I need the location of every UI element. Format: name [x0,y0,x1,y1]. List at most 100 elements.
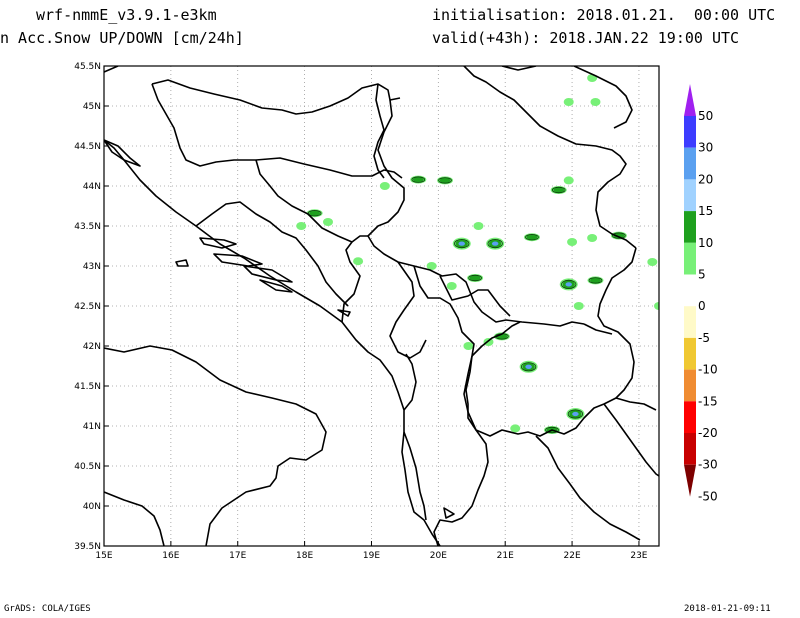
snow-contour [510,424,521,433]
snow-contour-line [612,232,626,239]
snow-patch [610,231,627,240]
snow-contour [446,282,457,290]
serbia-border [367,99,585,327]
italy-coastline [104,345,327,546]
lat-tick-label: 42N [83,342,101,352]
snow-patch [353,257,364,266]
grads-credit: GrADS: COLA/IGES [4,604,91,614]
snow-patch [296,222,307,230]
snow-patch [550,186,567,194]
snow-patch [523,233,540,242]
snow-contour [647,258,658,266]
lat-tick-label: 43N [83,262,101,272]
snow-patch [486,237,505,250]
snow-contour-line [567,409,584,419]
corfu [443,507,455,519]
albania-inner [403,353,427,521]
snow-patch [323,218,334,226]
colorbar-label: 20 [698,172,713,186]
colorbar-label: 10 [698,236,713,250]
colorbar-bottom-arrow [684,464,696,497]
danube-border [501,66,633,129]
lon-tick-label: 18E [296,551,313,561]
lon-tick-label: 19E [363,551,380,561]
snow-contour [458,241,465,246]
island [213,253,263,267]
snow-contour [473,222,484,230]
snow-patch [519,360,538,373]
snow-patch [567,238,578,246]
snow-contour-line [307,209,322,217]
lon-tick-label: 16E [162,551,179,561]
drina-border [373,83,385,179]
map-gridlines [104,66,659,546]
colorbar-swatch [684,242,696,275]
snow-contour-line [551,186,566,194]
snow-contour [469,275,481,281]
lat-tick-label: 39.5N [74,542,101,552]
snow-contour [563,98,574,106]
snow-contour [525,364,532,369]
snow-patch [587,234,598,242]
snow-patch [654,302,659,310]
albania-east-border [433,355,489,546]
colorbar-label: -50 [698,489,718,503]
snow-contour [463,342,474,350]
snow-patch [426,262,437,270]
island [104,139,141,167]
colorbar-label: 5 [698,268,706,282]
croatia-border [151,83,403,179]
bosnia-border [255,159,353,243]
colorbar-label: 0 [698,299,706,313]
kosovo-border [389,261,427,359]
colorbar-swatch [684,306,696,338]
snow-contour [613,232,625,239]
island [199,237,237,249]
colorbar-label: -5 [698,331,710,345]
colorbar-swatch [684,147,696,180]
render-timestamp: 2018-01-21-09:11 [684,604,771,614]
snow-contour [553,187,565,193]
snow-patch [559,278,578,291]
snow-contour [309,210,321,216]
snow-patch [379,182,390,190]
snow-patch [590,98,601,106]
colorbar-label: 50 [698,109,713,123]
colorbar-swatch [684,401,696,433]
snow-patch [473,222,484,230]
italy-heel [104,491,165,546]
snow-contour-line [411,176,426,183]
snow-contour [379,182,390,190]
snow-patch [452,237,471,250]
bulgaria-east [615,397,657,411]
snow-patch [483,338,494,346]
colorbar-label: 15 [698,204,713,218]
lon-tick-label: 22E [564,551,581,561]
snow-patch [510,424,521,433]
lat-tick-label: 43.5N [74,222,101,232]
lon-tick-label: 21E [497,551,514,561]
colorbar-swatch [684,179,696,212]
colorbar-top-arrow [684,84,696,116]
colorbar-swatch [684,337,696,370]
snow-patch [410,175,427,184]
greece-border [471,321,613,357]
snow-contour [572,411,579,417]
lat-tick-label: 45.5N [74,62,101,72]
snow-contour [483,338,494,346]
snow-contour [491,241,499,246]
coastlines-and-borders [104,66,659,546]
northern-border [104,66,401,115]
snow-patch [573,302,584,310]
snow-contour [565,282,572,287]
snow-patch [566,408,585,420]
snow-contour-line [545,426,559,434]
colorbar-label: 30 [698,141,713,155]
albania-border [413,265,475,357]
snow-contour [590,98,601,106]
snow-contour-line [588,277,603,284]
axis-ticks: 15E 16E 17E 18E 19E 20E 21E 22E 23E 39.5N 40N 40.5N… [74,62,648,561]
snow-patches [296,74,659,434]
snow-contour-line [454,239,470,249]
